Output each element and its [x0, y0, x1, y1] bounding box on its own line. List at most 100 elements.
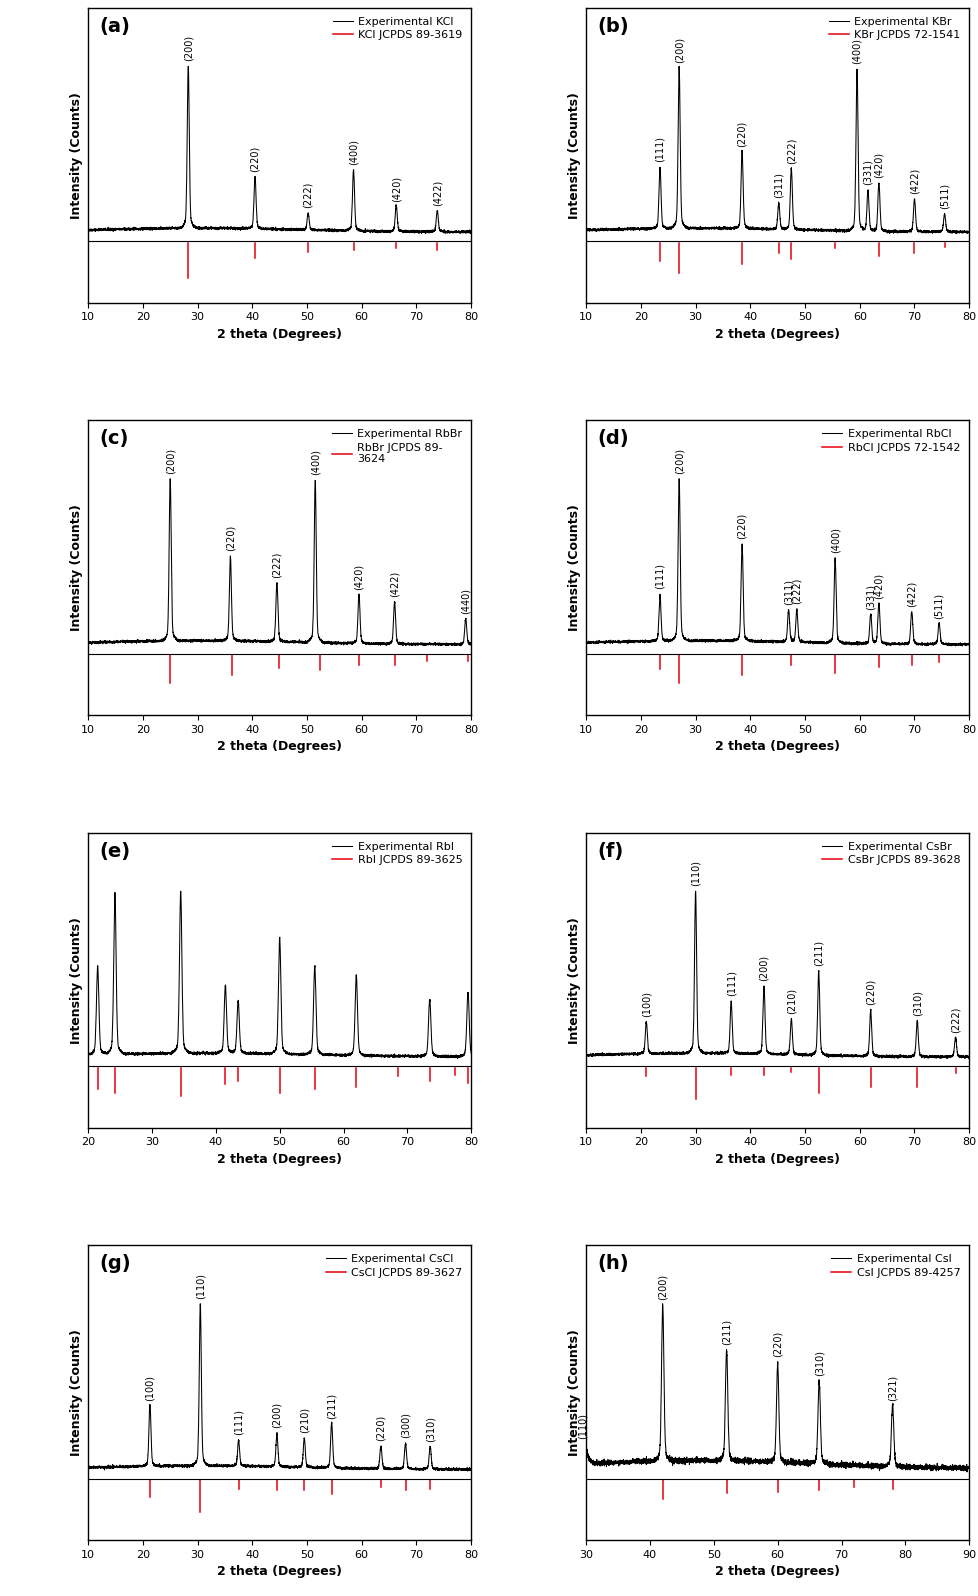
Experimental RbBr — [164, 469, 176, 488]
Text: (420): (420) — [391, 176, 401, 201]
Experimental KBr — [740, 217, 752, 236]
Text: (c): (c) — [100, 429, 129, 448]
Experimental KBr — [858, 220, 869, 239]
Y-axis label: Intensity (Counts): Intensity (Counts) — [69, 916, 82, 1044]
Text: (511): (511) — [939, 184, 949, 209]
Experimental KBr — [673, 57, 685, 77]
Experimental RbI — [451, 1049, 463, 1068]
Experimental RbCl — [762, 632, 774, 651]
Text: (200): (200) — [272, 1401, 282, 1427]
Experimental KBr — [951, 222, 962, 241]
Text: (400): (400) — [348, 139, 358, 164]
Text: (400): (400) — [310, 450, 320, 476]
Line: Experimental RbCl: Experimental RbCl — [586, 479, 968, 646]
Experimental RbBr — [360, 634, 372, 653]
Experimental RbI — [243, 1044, 254, 1063]
Experimental RbCl — [673, 469, 685, 488]
Experimental CsI — [960, 1462, 972, 1481]
Text: (g): (g) — [100, 1254, 131, 1274]
Experimental KCl — [465, 222, 476, 241]
Experimental RbCl — [956, 637, 967, 656]
X-axis label: 2 theta (Degrees): 2 theta (Degrees) — [217, 1566, 341, 1578]
Experimental CsI — [740, 1452, 752, 1472]
Experimental KCl — [360, 222, 372, 241]
Text: (100): (100) — [145, 1374, 155, 1401]
Experimental CsI — [858, 1459, 869, 1478]
Experimental CsBr — [940, 1049, 952, 1068]
Text: (220): (220) — [736, 120, 746, 147]
Legend: Experimental CsI, CsI JCPDS 89-4257: Experimental CsI, CsI JCPDS 89-4257 — [826, 1251, 962, 1282]
Experimental RbI — [360, 1045, 372, 1065]
X-axis label: 2 theta (Degrees): 2 theta (Degrees) — [217, 1152, 341, 1167]
Text: (111): (111) — [234, 1409, 244, 1435]
X-axis label: 2 theta (Degrees): 2 theta (Degrees) — [217, 741, 341, 753]
Text: (d): (d) — [597, 429, 629, 448]
Experimental RbBr — [264, 630, 276, 650]
Text: (222): (222) — [272, 552, 282, 578]
Legend: Experimental CsBr, CsBr JCPDS 89-3628: Experimental CsBr, CsBr JCPDS 89-3628 — [818, 838, 962, 868]
Text: (300): (300) — [400, 1412, 410, 1438]
Experimental RbCl — [580, 634, 592, 653]
Experimental CsCl — [246, 1456, 258, 1475]
X-axis label: 2 theta (Degrees): 2 theta (Degrees) — [715, 741, 839, 753]
Text: (220): (220) — [376, 1416, 385, 1441]
Text: (422): (422) — [432, 180, 442, 206]
X-axis label: 2 theta (Degrees): 2 theta (Degrees) — [217, 327, 341, 342]
Legend: Experimental RbCl, RbCl JCPDS 72-1542: Experimental RbCl, RbCl JCPDS 72-1542 — [818, 426, 962, 456]
Experimental CsI — [762, 1454, 774, 1473]
Experimental CsI — [932, 1459, 944, 1478]
Y-axis label: Intensity (Counts): Intensity (Counts) — [567, 916, 580, 1044]
Experimental CsBr — [951, 1044, 962, 1063]
Text: (e): (e) — [100, 841, 131, 860]
Experimental KBr — [932, 222, 944, 241]
Text: (211): (211) — [813, 940, 822, 966]
Experimental RbI — [453, 1047, 465, 1066]
Line: Experimental CsI: Experimental CsI — [586, 1304, 968, 1472]
Text: (211): (211) — [721, 1318, 731, 1344]
Text: (400): (400) — [851, 38, 862, 64]
Text: (211): (211) — [327, 1393, 336, 1419]
Text: (420): (420) — [354, 563, 364, 589]
Text: (321): (321) — [887, 1374, 897, 1401]
Experimental CsBr — [962, 1049, 974, 1068]
Text: (310): (310) — [424, 1416, 434, 1443]
Experimental CsBr — [740, 1045, 752, 1065]
Experimental RbCl — [743, 632, 755, 651]
Text: (222): (222) — [303, 182, 313, 207]
Line: Experimental RbBr: Experimental RbBr — [88, 479, 470, 646]
Text: (420): (420) — [873, 152, 883, 179]
Legend: Experimental CsCl, CsCl JCPDS 89-3627: Experimental CsCl, CsCl JCPDS 89-3627 — [322, 1251, 466, 1282]
Experimental KCl — [182, 57, 194, 77]
Experimental CsBr — [743, 1045, 755, 1065]
Line: Experimental KCl: Experimental KCl — [88, 67, 470, 233]
Experimental CsI — [951, 1457, 962, 1476]
Text: (400): (400) — [829, 527, 839, 552]
Experimental KCl — [243, 219, 254, 238]
Experimental KCl — [264, 220, 276, 239]
Text: (f): (f) — [597, 841, 623, 860]
Experimental RbCl — [962, 634, 974, 653]
Text: (200): (200) — [758, 954, 768, 982]
Experimental CsCl — [243, 1456, 254, 1475]
Experimental RbBr — [246, 632, 258, 651]
X-axis label: 2 theta (Degrees): 2 theta (Degrees) — [715, 1152, 839, 1167]
Text: (111): (111) — [654, 137, 664, 163]
Experimental KBr — [762, 219, 774, 238]
Y-axis label: Intensity (Counts): Intensity (Counts) — [567, 504, 580, 632]
Experimental CsCl — [195, 1294, 206, 1314]
Text: (310): (310) — [814, 1350, 823, 1376]
Text: (200): (200) — [165, 448, 175, 474]
Experimental RbBr — [465, 635, 476, 654]
X-axis label: 2 theta (Degrees): 2 theta (Degrees) — [715, 327, 839, 342]
Experimental RbI — [264, 1044, 276, 1063]
Experimental RbCl — [740, 629, 752, 648]
Text: (111): (111) — [726, 970, 735, 996]
Experimental CsI — [743, 1454, 755, 1473]
Experimental RbBr — [434, 635, 446, 654]
Text: (200): (200) — [674, 447, 684, 474]
X-axis label: 2 theta (Degrees): 2 theta (Degrees) — [715, 1566, 839, 1578]
Experimental CsCl — [453, 1460, 465, 1479]
Experimental CsI — [656, 1294, 668, 1314]
Experimental RbCl — [932, 618, 944, 637]
Text: (110): (110) — [577, 1414, 588, 1440]
